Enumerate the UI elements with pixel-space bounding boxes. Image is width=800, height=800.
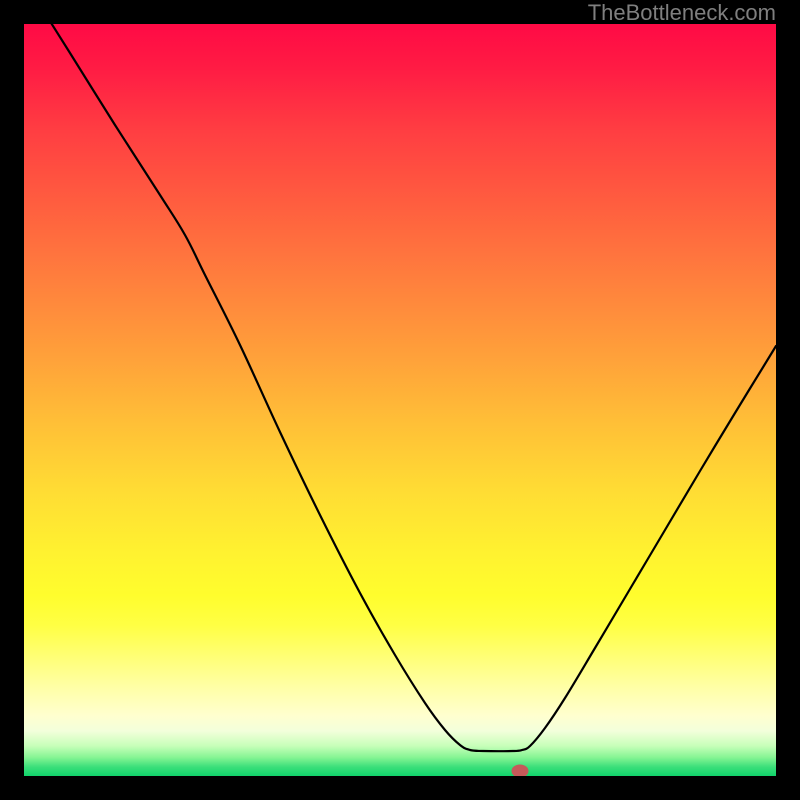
plot-area [24,24,776,776]
curve-path [24,24,776,751]
chart-container: TheBottleneck.com [0,0,800,800]
optimum-marker [512,764,529,776]
bottleneck-curve [24,24,776,776]
watermark-text: TheBottleneck.com [588,0,776,26]
